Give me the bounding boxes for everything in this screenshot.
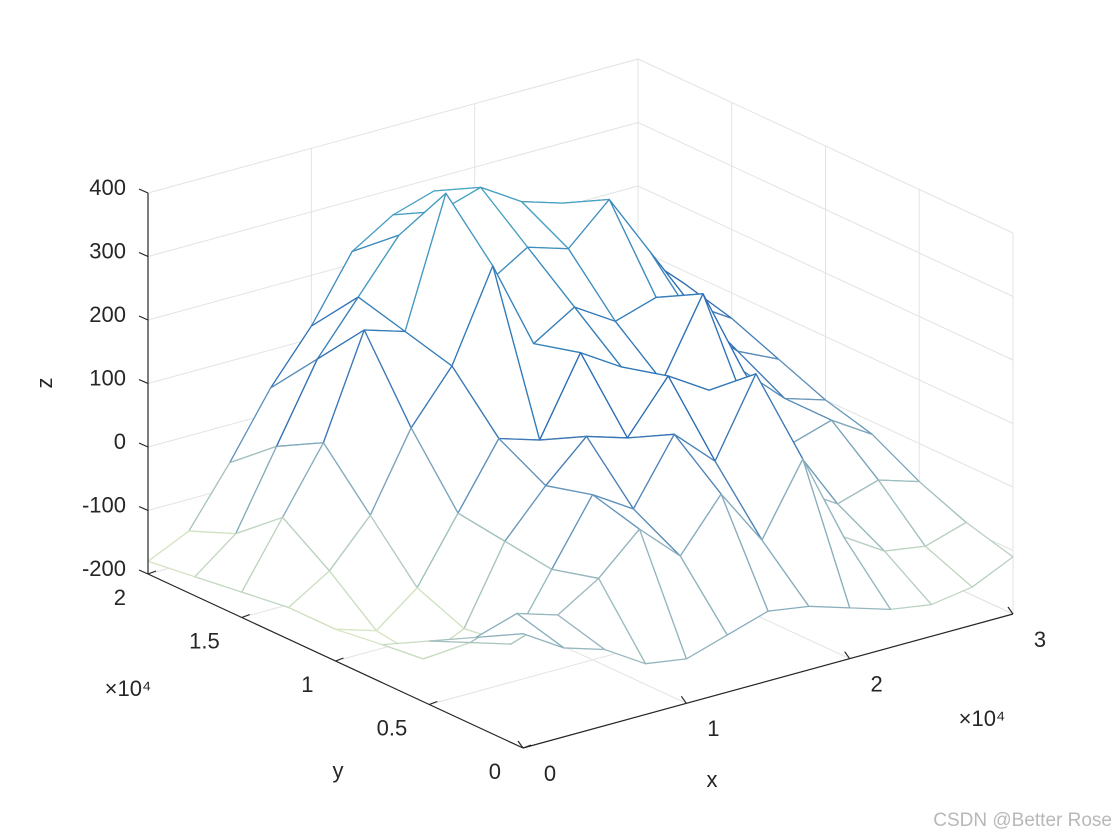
x-axis [522, 613, 1014, 749]
x-tick [844, 651, 851, 660]
axes: 0 1 2 3 0 0.5 1 1.5 2 -200 -100 0 100 200 300 400 [82, 175, 1046, 786]
z-tick-label: 400 [89, 175, 126, 200]
z-tick-label: 100 [89, 365, 126, 390]
mesh-cell [475, 612, 565, 649]
z-tick-label: 300 [89, 238, 126, 263]
grid-line [637, 185, 1014, 361]
x-axis-label: x [707, 767, 718, 792]
y-axis-label: y [333, 758, 344, 783]
x-exponent: ×10⁴ [959, 706, 1006, 731]
y-tick-label: 2 [114, 585, 126, 610]
grid-line [637, 249, 1014, 424]
z-tick [138, 251, 149, 258]
x-tick [517, 740, 524, 749]
watermark: CSDN @Better Rose [933, 810, 1112, 831]
x-tick [1007, 606, 1014, 615]
y-tick [522, 744, 532, 749]
y-tick-label: 0 [489, 759, 501, 784]
z-tick [138, 378, 149, 385]
grid-line [147, 122, 639, 257]
z-tick-label: 200 [89, 302, 126, 327]
x-tick-label: 1 [707, 716, 719, 741]
x-tick [680, 695, 687, 704]
z-tick-label: -100 [82, 492, 126, 517]
y-tick [241, 613, 250, 619]
x-tick-label: 3 [1034, 627, 1046, 652]
mesh-cell [381, 640, 471, 660]
z-tick [138, 569, 149, 575]
z-tick [138, 188, 149, 194]
y-tick-label: 0.5 [377, 715, 408, 740]
grid-line [147, 58, 639, 194]
y-tick-label: 1 [301, 672, 313, 697]
z-tick-label: -200 [82, 556, 126, 581]
x-tick-label: 2 [871, 671, 883, 696]
z-tick [138, 442, 149, 448]
y-exponent: ×10⁴ [105, 676, 152, 701]
y-tick [335, 657, 344, 662]
grid-line [637, 122, 1014, 297]
y-tick [429, 700, 438, 706]
grid-line [637, 58, 1014, 234]
y-tick-label: 1.5 [189, 628, 220, 653]
z-tick [138, 505, 149, 512]
z-tick [138, 315, 149, 321]
y-tick [147, 570, 157, 575]
mesh [147, 186, 1014, 665]
x-tick-label: 0 [544, 761, 556, 786]
z-axis-label: z [32, 378, 57, 389]
z-tick-label: 0 [114, 429, 126, 454]
